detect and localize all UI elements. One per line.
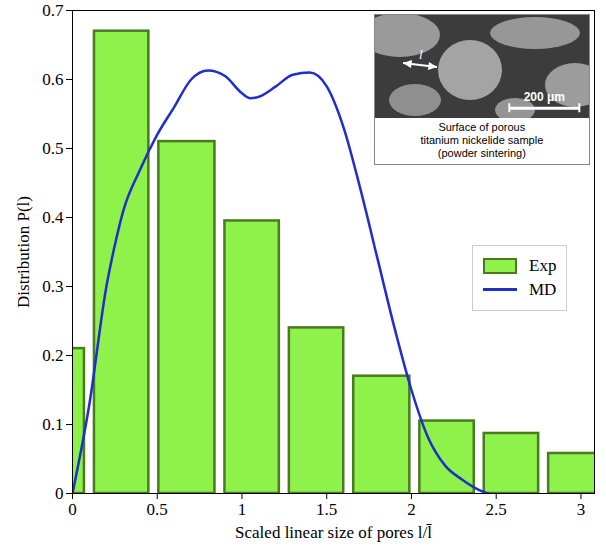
svg-text:1: 1 — [238, 500, 247, 519]
html-text:MD: MD — [529, 279, 557, 299]
svg-text:l: l — [419, 47, 423, 62]
svg-text:0.4: 0.4 — [42, 208, 64, 227]
svg-text:0.1: 0.1 — [42, 415, 63, 434]
svg-text:0: 0 — [68, 500, 77, 519]
svg-text:200 μm: 200 μm — [523, 90, 564, 104]
svg-text:1.5: 1.5 — [316, 500, 337, 519]
svg-text:Scaled linear size of pores l/: Scaled linear size of pores l/l̄ — [235, 523, 432, 542]
svg-text:3: 3 — [577, 500, 586, 519]
svg-text:2.5: 2.5 — [486, 500, 507, 519]
svg-text:2: 2 — [407, 500, 416, 519]
svg-text:Distribution P(l): Distribution P(l) — [14, 196, 33, 308]
html-text:titanium nickelide sample: titanium nickelide sample — [420, 134, 544, 147]
svg-text:0.5: 0.5 — [42, 139, 63, 158]
svg-text:0.7: 0.7 — [42, 1, 64, 20]
svg-text:0.2: 0.2 — [42, 346, 63, 365]
svg-text:0.3: 0.3 — [42, 277, 63, 296]
html-text:Exp: Exp — [529, 255, 557, 275]
svg-text:0.6: 0.6 — [42, 70, 63, 89]
svg-text:0.5: 0.5 — [147, 500, 168, 519]
svg-text:0: 0 — [55, 484, 64, 503]
html-text:(powder sintering): (powder sintering) — [437, 147, 526, 160]
html-text:Surface of porous: Surface of porous — [438, 121, 526, 134]
